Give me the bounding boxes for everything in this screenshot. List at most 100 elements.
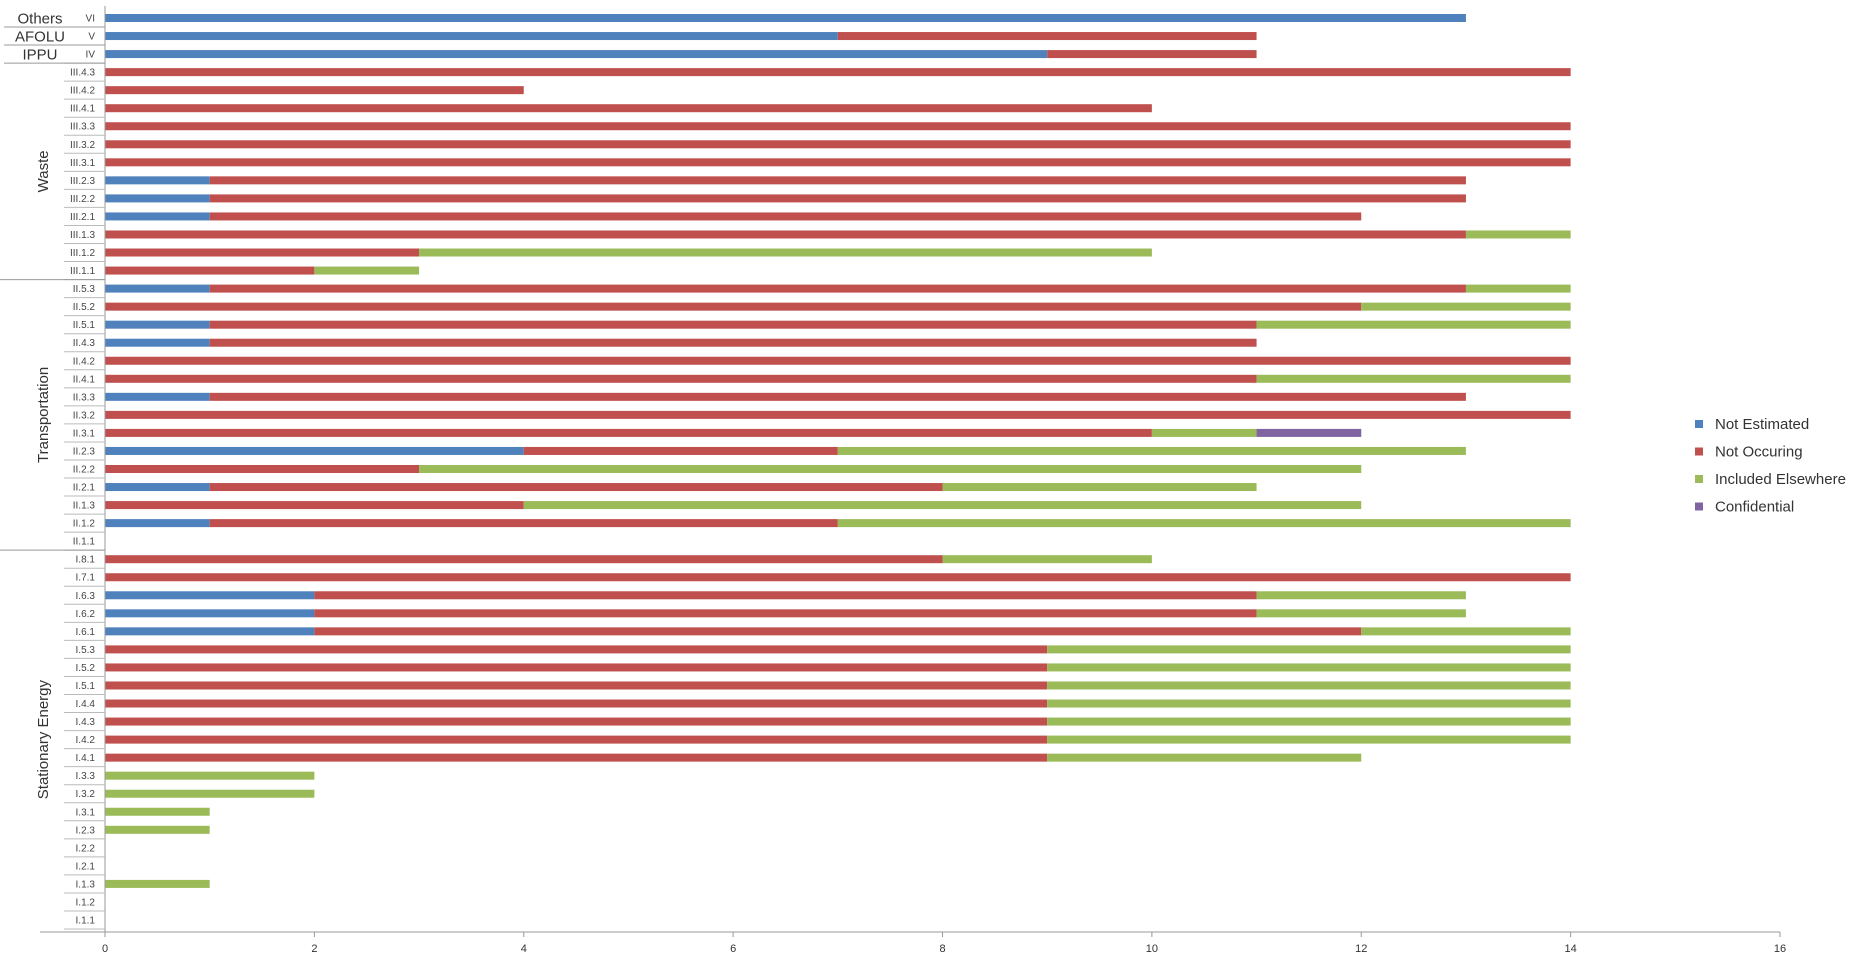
category-label: II.5.3: [73, 284, 96, 295]
bar-i-6-3-included-elsewhere: [1256, 591, 1466, 600]
bar-iii-2-1-not-occuring: [209, 212, 1362, 221]
category-label: II.1.2: [73, 519, 96, 530]
category-label: I.3.1: [76, 807, 96, 818]
bar-iii-1-3-not-occuring: [105, 230, 1466, 239]
category-label: I.6.2: [76, 609, 96, 620]
category-label: II.3.2: [73, 410, 96, 421]
legend-swatch-included-elsewhere: [1695, 475, 1703, 483]
bar-i-6-3-not-occuring: [314, 591, 1257, 600]
category-label: II.5.2: [73, 302, 96, 313]
bar-vi-not-estimated: [105, 14, 1466, 22]
category-labels: VI V IV III.4.3 III.4.2 III.4.1 III.3.3 III.3.2…: [70, 14, 95, 927]
bar-i-4-3-included-elsewhere: [1047, 717, 1571, 726]
bar-ii-4-2-not-occuring: [105, 356, 1571, 365]
bar-iii-4-2-not-occuring: [105, 86, 524, 95]
group-label-waste: Waste: [35, 150, 52, 192]
bar-ii-4-3-not-estimated: [105, 338, 210, 347]
bar-ii-3-1-confidential: [1256, 428, 1362, 437]
bar-i-4-1-included-elsewhere: [1047, 753, 1362, 762]
legend-swatch-confidential: [1695, 502, 1703, 511]
bar-ii-5-3-included-elsewhere: [1465, 284, 1571, 293]
bar-v-not-estimated: [105, 32, 838, 41]
x-tick-label: 0: [102, 943, 108, 955]
category-label: I.6.3: [76, 591, 96, 602]
bar-i-5-3-included-elsewhere: [1047, 645, 1571, 654]
bar-ii-2-2-included-elsewhere: [419, 465, 1362, 473]
category-label: I.2.1: [76, 861, 96, 872]
bar-ii-1-2-not-occuring: [209, 519, 838, 528]
category-label: III.3.1: [70, 158, 95, 169]
category-label: VI: [86, 14, 95, 25]
bar-ii-1-2-included-elsewhere: [837, 519, 1571, 528]
bar-iii-1-2-included-elsewhere: [419, 248, 1152, 257]
bar-i-4-2-not-occuring: [105, 735, 1048, 744]
category-label: II.2.2: [73, 465, 96, 476]
bar-i-4-4-included-elsewhere: [1047, 699, 1571, 708]
bar-i-4-2-included-elsewhere: [1047, 735, 1571, 744]
bar-ii-3-3-not-estimated: [105, 392, 210, 401]
category-label: I.5.1: [76, 681, 96, 692]
bar-iii-3-1-not-occuring: [105, 158, 1571, 167]
bar-ii-5-1-not-estimated: [105, 320, 210, 329]
legend-label-not-estimated: Not Estimated: [1715, 416, 1809, 433]
category-label: III.2.3: [70, 176, 95, 187]
legend-swatch-not-estimated: [1695, 420, 1703, 428]
bar-i-4-4-not-occuring: [105, 699, 1048, 708]
bar-i-8-1-not-occuring: [105, 555, 943, 564]
category-label: II.4.2: [73, 356, 96, 367]
group-label-stationary-energy: Stationary Energy: [35, 679, 52, 799]
category-label: I.6.1: [76, 627, 96, 638]
bar-iii-1-1-not-occuring: [105, 266, 315, 275]
x-tick-label: 16: [1774, 943, 1786, 955]
category-label: III.1.2: [70, 248, 95, 259]
bar-ii-3-1-included-elsewhere: [1151, 428, 1257, 437]
bar-ii-5-2-included-elsewhere: [1361, 302, 1571, 311]
x-tick-label: 2: [311, 943, 317, 955]
category-label: II.4.1: [73, 374, 96, 385]
bar-ii-4-1-not-occuring: [105, 374, 1257, 383]
category-label: I.2.3: [76, 825, 96, 836]
x-tick-label: 10: [1146, 943, 1158, 955]
bar-ii-3-2-not-occuring: [105, 410, 1571, 419]
bar-i-6-1-not-occuring: [314, 627, 1362, 636]
bar-ii-3-1-not-occuring: [105, 428, 1152, 437]
bar-ii-4-1-included-elsewhere: [1256, 374, 1571, 383]
bar-ii-2-3-included-elsewhere: [837, 446, 1466, 455]
bar-iii-4-3-not-occuring: [105, 68, 1571, 77]
bar-i-6-1-not-estimated: [105, 627, 315, 636]
category-label: I.5.3: [76, 645, 96, 656]
category-label: II.5.1: [73, 320, 96, 331]
category-label: III.3.2: [70, 140, 95, 151]
legend-label-not-occuring: Not Occuring: [1715, 444, 1803, 461]
bar-ii-2-1-included-elsewhere: [942, 483, 1257, 492]
category-label: V: [88, 32, 95, 43]
bar-iii-1-2-not-occuring: [105, 248, 420, 257]
bar-ii-2-3-not-estimated: [105, 446, 524, 455]
bar-ii-3-3-not-occuring: [209, 392, 1466, 401]
legend-swatch-not-occuring: [1695, 447, 1703, 456]
bar-i-1-3-included-elsewhere: [105, 879, 210, 888]
category-label: I.1.3: [76, 879, 96, 890]
category-label: I.4.4: [76, 699, 96, 710]
bar-ii-2-1-not-estimated: [105, 483, 210, 492]
x-axis-ticks: 0 2 4 6 8 10 12 14 16: [102, 932, 1786, 955]
x-tick-label: 8: [939, 943, 945, 955]
bar-ii-1-3-included-elsewhere: [523, 501, 1362, 510]
group-label-afolu: AFOLU: [15, 29, 65, 46]
bar-i-8-1-included-elsewhere: [942, 555, 1152, 564]
bar-i-5-1-included-elsewhere: [1047, 681, 1571, 690]
bar-iii-2-3-not-occuring: [209, 176, 1466, 185]
bar-ii-4-3-not-occuring: [209, 338, 1257, 347]
bar-iii-1-1-included-elsewhere: [314, 266, 420, 275]
bar-i-4-1-not-occuring: [105, 753, 1048, 762]
x-tick-label: 6: [730, 943, 736, 955]
bar-i-3-2-included-elsewhere: [105, 789, 315, 798]
bar-v-not-occuring: [837, 32, 1257, 41]
bar-i-3-1-included-elsewhere: [105, 807, 210, 816]
x-tick-label: 12: [1355, 943, 1367, 955]
bar-iii-2-1-not-estimated: [105, 212, 210, 221]
category-label: III.1.1: [70, 266, 95, 277]
category-label: II.3.1: [73, 428, 96, 439]
category-label: II.2.1: [73, 483, 96, 494]
